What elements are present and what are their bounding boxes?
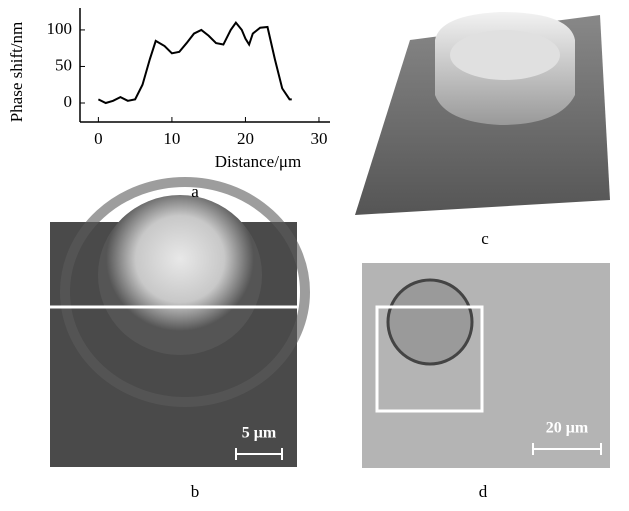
panel-d-image	[362, 263, 610, 468]
panel-c-image	[355, 12, 610, 215]
x-axis-label: Distance/μm	[215, 152, 302, 171]
figure: 5 μm 20 μm a b c d Distance/μm Phase shi…	[0, 0, 629, 511]
scale-label: 20 μm	[546, 420, 589, 437]
scale-label: 5 μm	[242, 425, 277, 442]
y-axis-label: Phase shift/nm	[7, 22, 26, 123]
x-tick-label: 20	[237, 129, 254, 148]
panel-label: c	[481, 229, 489, 248]
x-tick-label: 30	[310, 129, 327, 148]
x-tick-label: 10	[163, 129, 180, 148]
x-tick-label: 0	[94, 129, 103, 148]
y-tick-label: 50	[55, 55, 72, 74]
panel-label: d	[479, 482, 488, 501]
data-line	[98, 23, 291, 103]
panel-label: a	[191, 182, 199, 201]
y-tick-label: 100	[47, 19, 73, 38]
y-tick-label: 0	[64, 92, 73, 111]
panel-label: b	[191, 482, 200, 501]
